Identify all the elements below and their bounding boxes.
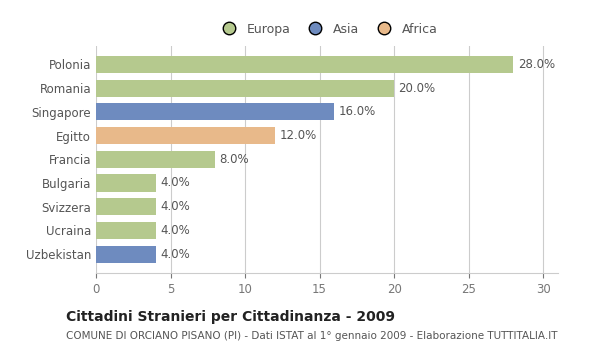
Text: 20.0%: 20.0% — [398, 82, 436, 95]
Text: 4.0%: 4.0% — [160, 247, 190, 261]
Bar — [96, 56, 513, 73]
Text: 4.0%: 4.0% — [160, 176, 190, 189]
Bar — [96, 103, 334, 120]
Bar — [96, 246, 155, 262]
Bar — [96, 127, 275, 144]
Bar — [96, 174, 155, 191]
Bar — [96, 79, 394, 97]
Text: Cittadini Stranieri per Cittadinanza - 2009: Cittadini Stranieri per Cittadinanza - 2… — [66, 310, 395, 324]
Bar — [96, 222, 155, 239]
Legend: Europa, Asia, Africa: Europa, Asia, Africa — [212, 18, 443, 41]
Text: 12.0%: 12.0% — [280, 129, 317, 142]
Bar — [96, 151, 215, 168]
Text: 28.0%: 28.0% — [518, 58, 555, 71]
Text: COMUNE DI ORCIANO PISANO (PI) - Dati ISTAT al 1° gennaio 2009 - Elaborazione TUT: COMUNE DI ORCIANO PISANO (PI) - Dati IST… — [66, 331, 557, 341]
Text: 16.0%: 16.0% — [339, 105, 376, 118]
Bar — [96, 198, 155, 215]
Text: 4.0%: 4.0% — [160, 224, 190, 237]
Text: 4.0%: 4.0% — [160, 200, 190, 213]
Text: 8.0%: 8.0% — [220, 153, 250, 166]
